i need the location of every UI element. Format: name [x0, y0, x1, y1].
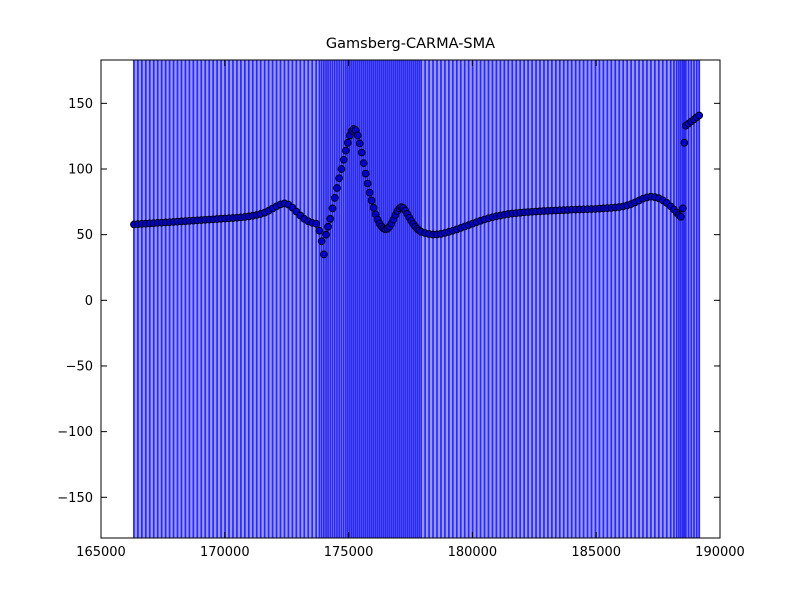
x-tick-label: 165000	[76, 545, 126, 560]
data-point	[355, 139, 364, 148]
y-tick-label: 150	[68, 97, 93, 112]
x-tick-label: 185000	[571, 545, 621, 560]
data-point	[337, 165, 346, 173]
data-point	[328, 204, 337, 213]
x-tick-label: 170000	[200, 545, 250, 560]
y-tick-label: −50	[66, 359, 93, 374]
y-tick-label: 50	[76, 228, 93, 243]
x-tick-label: 175000	[324, 545, 374, 560]
data-point	[357, 148, 366, 157]
data-point	[339, 155, 348, 164]
data-point	[312, 219, 321, 228]
y-tick-label: −150	[57, 491, 93, 506]
data-point	[330, 194, 339, 202]
data-point	[367, 196, 376, 205]
data-point	[326, 215, 335, 223]
data-point	[319, 250, 328, 259]
chart-title: Gamsberg-CARMA-SMA	[325, 36, 496, 52]
data-point	[317, 237, 326, 246]
x-tick-label: 180000	[448, 545, 498, 560]
data-point	[344, 138, 352, 147]
data-point	[315, 226, 324, 235]
y-tick-label: 100	[68, 162, 93, 177]
y-tick-label: 0	[85, 294, 93, 309]
data-point	[324, 222, 332, 231]
data-point	[335, 174, 344, 183]
plot-frame	[100, 59, 721, 539]
data-point	[333, 184, 341, 192]
data-point	[679, 204, 687, 213]
data-point	[353, 131, 362, 140]
data-point	[322, 230, 330, 239]
data-point	[695, 111, 704, 120]
data-point	[359, 159, 368, 167]
data-point	[363, 179, 372, 188]
x-tick-label: 190000	[695, 545, 745, 560]
y-tick-label: −100	[57, 425, 93, 440]
data-point	[677, 212, 685, 221]
data-point	[342, 146, 350, 155]
data-point	[369, 203, 378, 212]
data-point	[361, 169, 370, 178]
data-point	[365, 188, 374, 197]
data-point	[680, 138, 689, 147]
